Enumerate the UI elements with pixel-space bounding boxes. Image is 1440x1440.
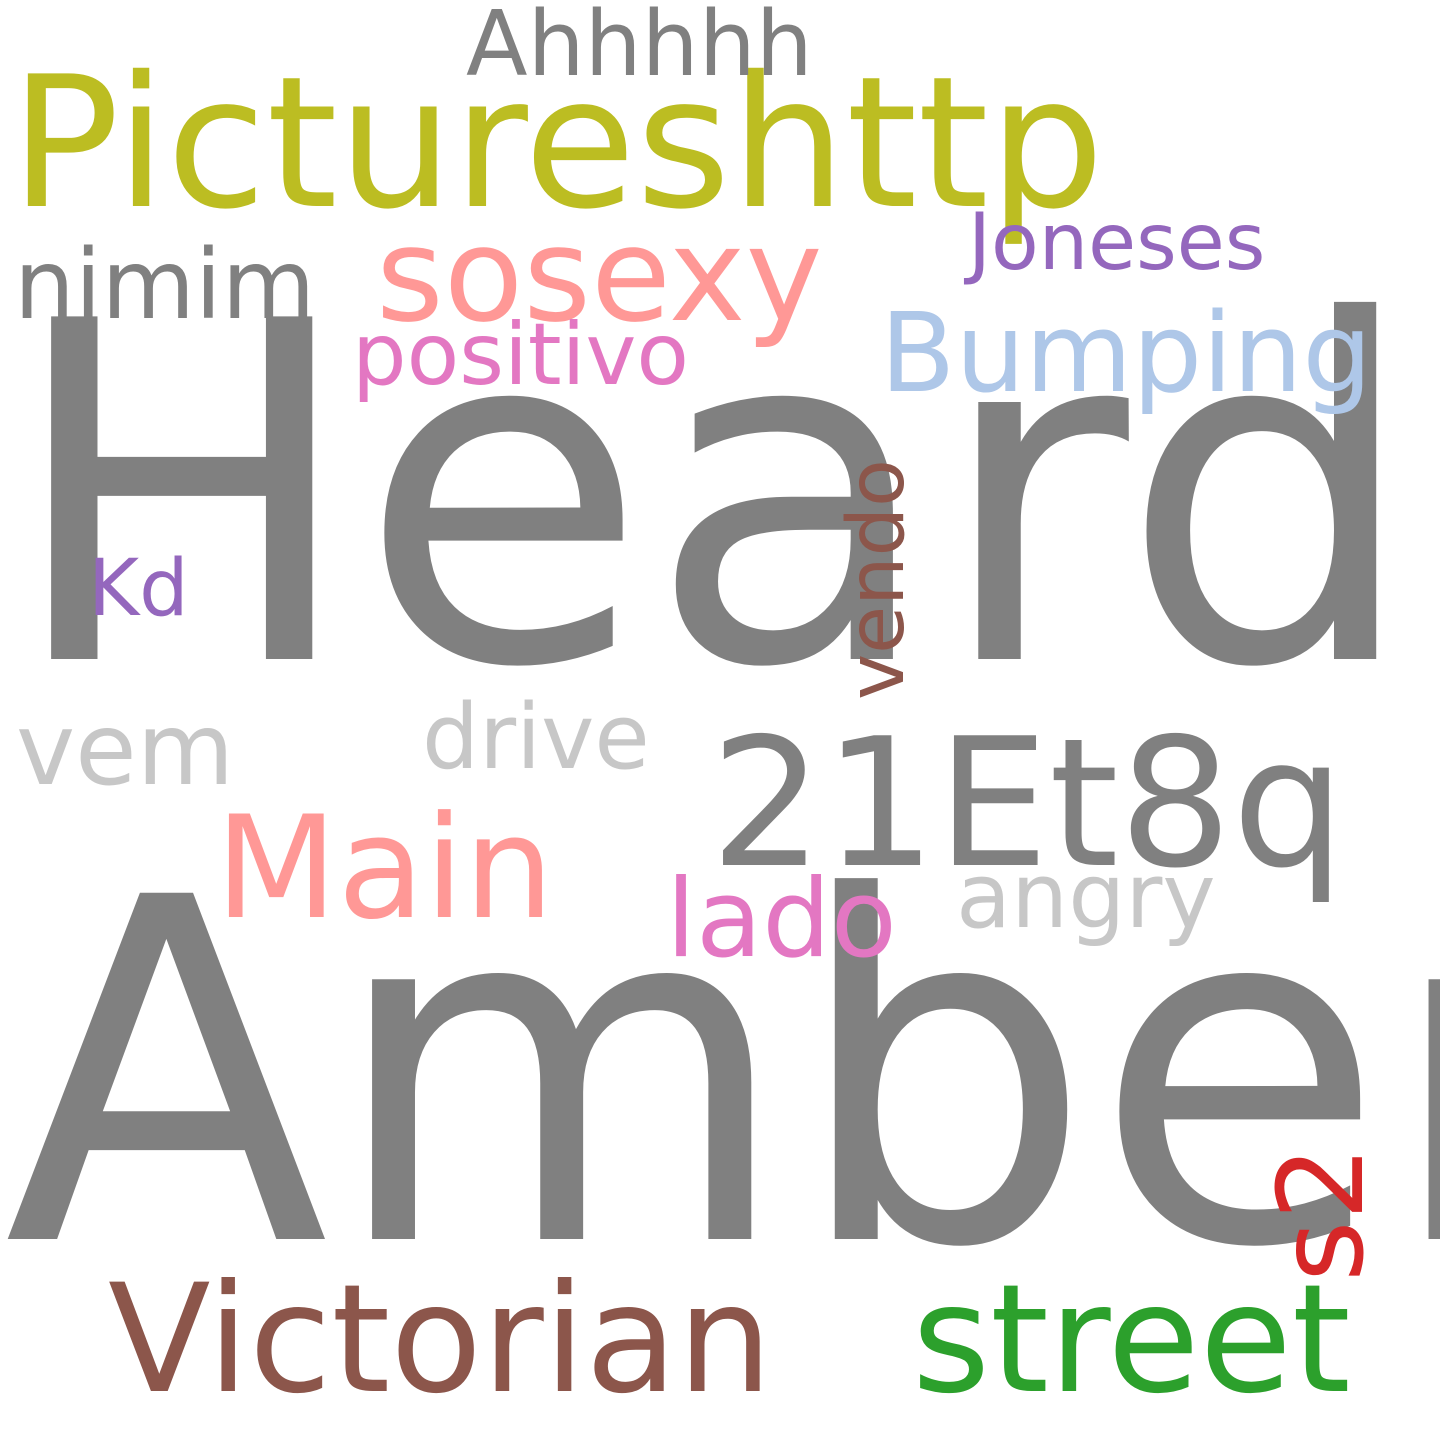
word-pictureshttp: Pictureshttp	[10, 37, 1105, 249]
word-street: street	[912, 1253, 1351, 1427]
word-heard: Heard	[5, 223, 1419, 770]
word-angry: angry	[956, 844, 1216, 949]
word-kd: Kd	[88, 544, 189, 634]
word-vem: vem	[16, 691, 235, 808]
word-sosexy: sosexy	[376, 199, 823, 351]
word-drive: drive	[422, 685, 650, 790]
word-amber: Amber	[4, 799, 1440, 1352]
word-bumping: Bumping	[880, 289, 1373, 417]
word-joneses: Joneses	[968, 198, 1266, 288]
word-lado: lado	[666, 857, 897, 982]
word-nimim: nimim	[14, 229, 316, 341]
word-main: Main	[215, 786, 554, 951]
word-victorian: Victorian	[108, 1253, 773, 1427]
word-s2: s2	[1252, 1145, 1390, 1282]
word-21et8q: 21Et8q	[710, 700, 1345, 907]
word-positivo: positivo	[352, 305, 690, 405]
word-vendo: vendo	[832, 459, 922, 700]
word-ahhhhh: Ahhhhh	[466, 0, 813, 97]
